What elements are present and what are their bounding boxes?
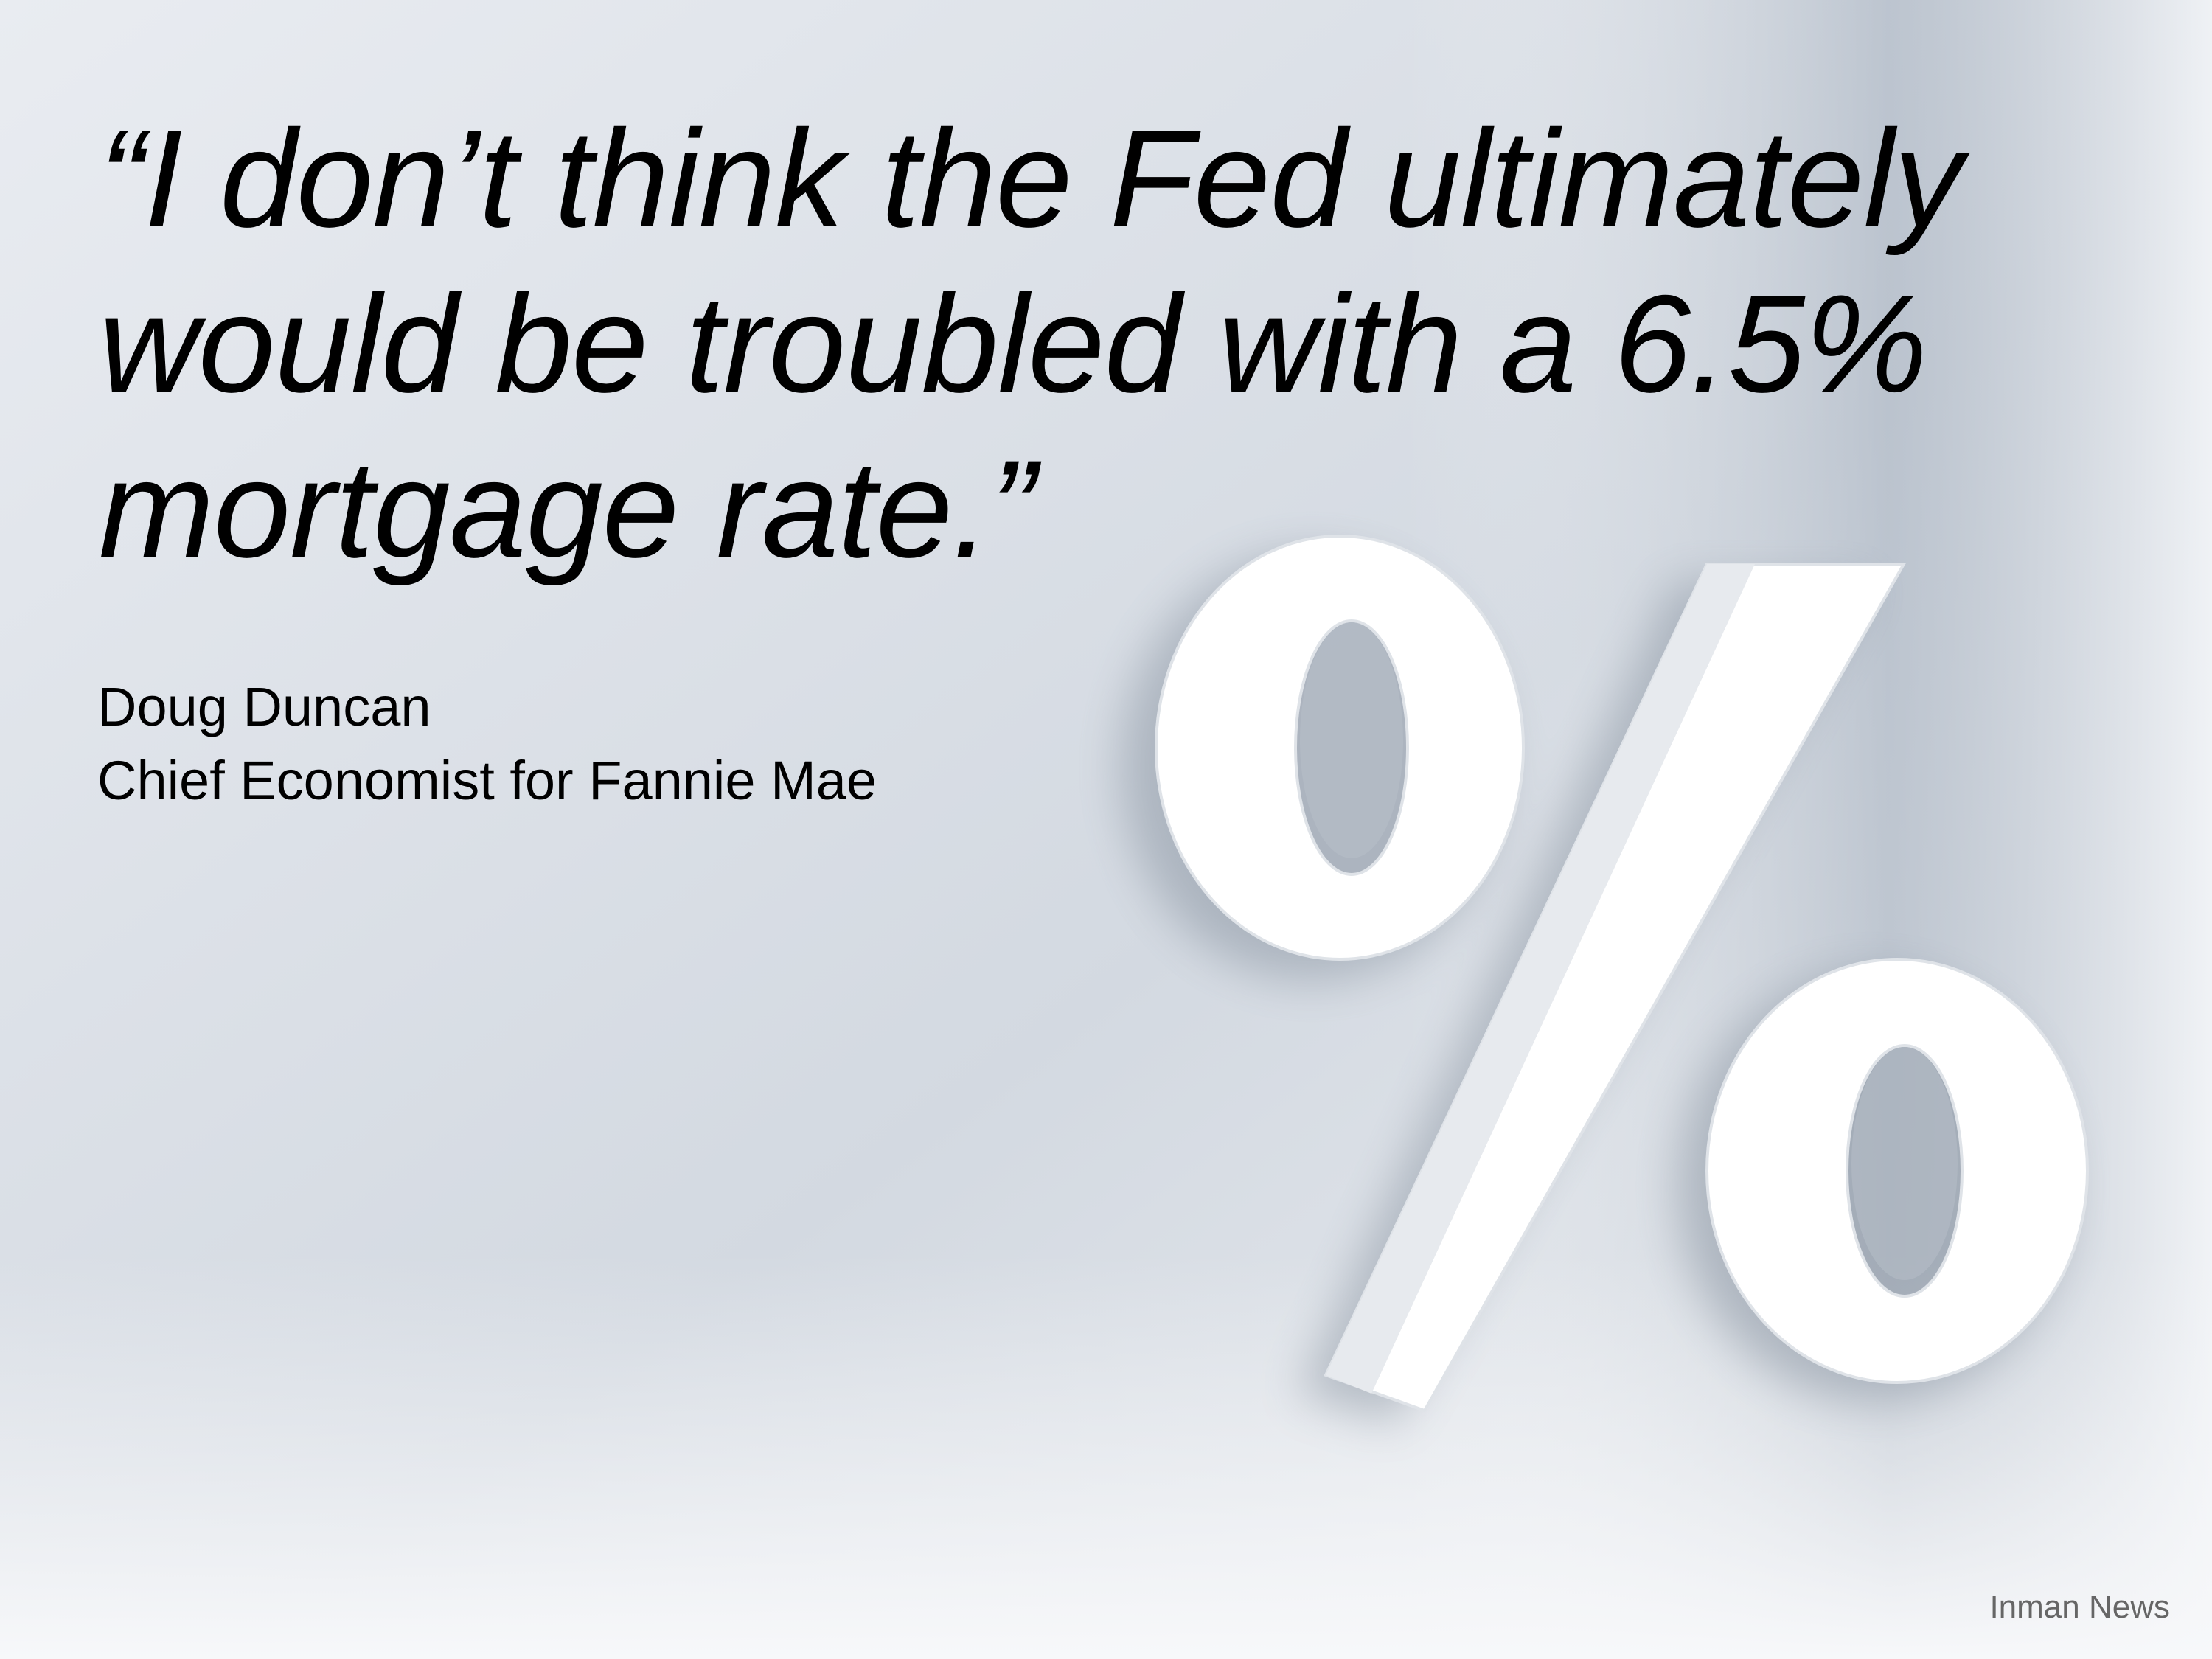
percent-sign-graphic	[1121, 535, 2090, 1423]
source: Inman News	[1989, 1589, 2170, 1625]
quote-line: “I don’t think the Fed ultimately	[99, 101, 1963, 256]
attribution-title: Chief Economist for Fannie Mae	[97, 750, 877, 811]
attribution-name: Doug Duncan	[97, 676, 431, 737]
quote-line: mortgage rate.”	[99, 431, 1036, 586]
quote-line: would be troubled with a 6.5%	[99, 266, 1927, 421]
